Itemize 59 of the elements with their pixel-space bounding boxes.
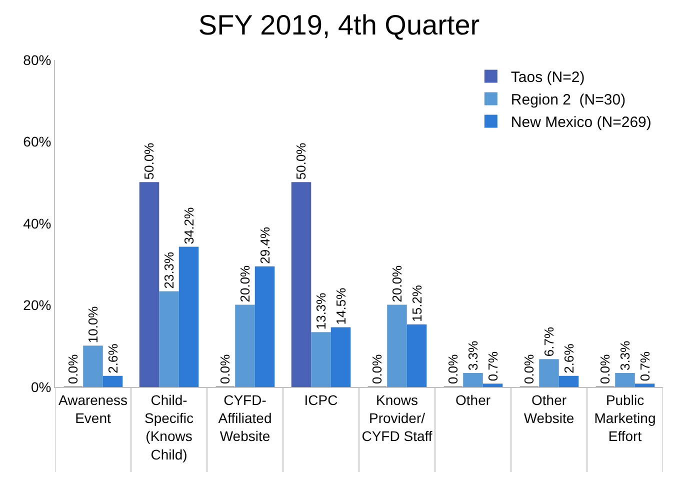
bar bbox=[159, 291, 179, 387]
bar bbox=[330, 327, 351, 387]
bar bbox=[83, 346, 103, 387]
data-label: 29.4% bbox=[257, 226, 272, 264]
y-tick-label: 0% bbox=[30, 378, 52, 395]
x-tick-label: Public Marketing Effort bbox=[594, 392, 656, 444]
legend-label: Taos (N=2) bbox=[510, 69, 585, 86]
data-label: 10.0% bbox=[86, 306, 100, 344]
data-label: 0.7% bbox=[637, 351, 652, 382]
data-label: 14.5% bbox=[333, 287, 348, 325]
x-tick-label: ICPC bbox=[304, 392, 338, 408]
x-tick-label: Knows Provider/CYFD Staff bbox=[362, 392, 432, 444]
bar bbox=[102, 376, 123, 387]
bar bbox=[235, 304, 255, 387]
data-label: 15.2% bbox=[409, 284, 424, 322]
data-label: 6.7% bbox=[542, 326, 556, 357]
x-tick-label: CYFD-Affiliated Website bbox=[218, 392, 272, 444]
x-tick-label: Awareness Event bbox=[58, 392, 128, 426]
data-label: 3.3% bbox=[466, 340, 480, 371]
bar bbox=[558, 376, 579, 387]
data-label: 23.3% bbox=[162, 251, 176, 289]
bar bbox=[539, 359, 559, 387]
y-tick-label: 40% bbox=[23, 215, 52, 232]
bar bbox=[463, 373, 483, 387]
data-label: 3.3% bbox=[618, 340, 632, 371]
bar bbox=[406, 324, 427, 387]
data-label: 0.0% bbox=[522, 354, 537, 384]
data-label: 50.0% bbox=[294, 142, 309, 180]
data-label: 20.0% bbox=[238, 264, 252, 302]
y-tick-label: 20% bbox=[23, 297, 52, 314]
data-label: 2.6% bbox=[105, 343, 120, 374]
bar bbox=[482, 384, 503, 387]
data-label: 0.0% bbox=[598, 354, 613, 384]
data-label: 0.0% bbox=[446, 354, 461, 384]
chart-title: SFY 2019, 4th Quarter bbox=[198, 9, 480, 40]
data-label: 13.3% bbox=[314, 292, 328, 330]
legend-label: New Mexico (N=269) bbox=[510, 114, 652, 132]
data-label: 0.0% bbox=[66, 354, 81, 384]
data-label: 20.0% bbox=[390, 264, 404, 302]
x-tick-label: Child-Specific (Knows Child) bbox=[144, 392, 194, 462]
data-label: 34.2% bbox=[181, 206, 196, 244]
data-label: 0.0% bbox=[370, 354, 385, 384]
y-tick-label: 60% bbox=[23, 134, 52, 150]
x-tick-label: Other Website bbox=[524, 392, 574, 426]
bar bbox=[634, 384, 655, 387]
y-tick-label: 80% bbox=[23, 52, 52, 68]
bar bbox=[178, 246, 199, 387]
x-tick-label: Other bbox=[455, 392, 491, 408]
data-label: 0.0% bbox=[218, 354, 233, 384]
bar bbox=[254, 266, 275, 387]
bar bbox=[311, 332, 331, 387]
data-label: 0.7% bbox=[485, 351, 500, 382]
bar bbox=[615, 373, 635, 387]
bar bbox=[291, 182, 312, 387]
bar bbox=[387, 304, 407, 387]
data-label: 50.0% bbox=[142, 142, 157, 180]
data-label: 2.6% bbox=[561, 343, 576, 374]
legend-label: Region 2 (N=30) bbox=[510, 92, 626, 109]
bar bbox=[139, 182, 160, 387]
